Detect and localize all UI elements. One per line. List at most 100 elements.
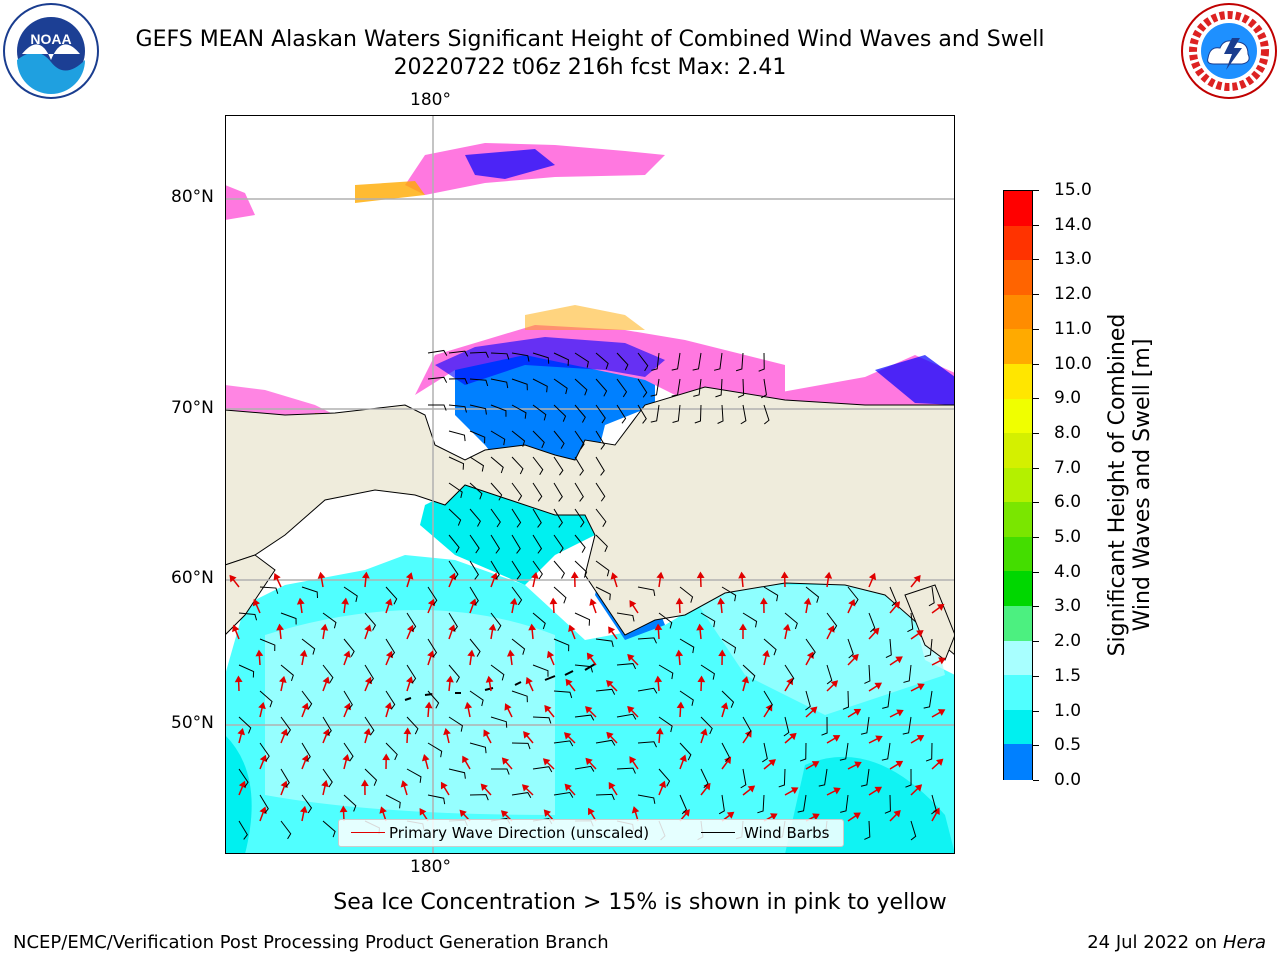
lat-label-80: 80°N — [171, 187, 214, 207]
wave-direction-arrowhead — [485, 675, 494, 683]
wind-barb — [595, 482, 606, 502]
wind-barb — [238, 612, 258, 621]
wave-direction-arrowhead — [697, 675, 706, 683]
wave-direction-arrowhead — [405, 676, 414, 684]
wave-direction-arrowhead — [341, 597, 349, 605]
wind-barb — [406, 664, 417, 684]
wave-direction-arrowhead — [419, 808, 427, 816]
wave-direction-arrowhead — [720, 702, 729, 710]
wind-barb — [364, 768, 378, 786]
colorbar-segment — [1004, 191, 1032, 227]
wind-barb — [905, 768, 912, 788]
wind-barb — [343, 586, 358, 602]
wave-direction-arrowhead — [321, 779, 329, 788]
wave-direction-arrowhead — [717, 597, 725, 605]
wind-barb — [553, 791, 574, 798]
wave-direction-arrowhead — [585, 706, 593, 714]
wind-barb — [532, 352, 550, 364]
colorbar-tick-mark — [1033, 641, 1039, 643]
wind-barb — [448, 664, 460, 683]
wave-direction-arrowhead — [229, 574, 237, 583]
wind-barb — [448, 456, 465, 470]
wave-direction-arrowhead — [854, 761, 862, 769]
wave-direction-arrowhead — [403, 727, 412, 735]
wind-barb — [427, 690, 440, 709]
wind-barb — [595, 688, 616, 695]
wind-barb — [839, 742, 849, 761]
footer-host: Hera — [1222, 932, 1266, 953]
wind-barb — [574, 404, 586, 423]
wave-direction-arrowhead — [824, 571, 833, 579]
wind-barb — [864, 820, 871, 840]
wave-direction-arrowhead — [741, 676, 750, 684]
wave-direction-arrowhead — [738, 571, 746, 579]
wind-barb — [595, 508, 607, 528]
wave-direction-arrowhead — [608, 781, 616, 790]
wind-barb — [553, 404, 567, 422]
colorbar-title: Significant Height of Combined Wind Wave… — [1105, 295, 1155, 675]
wind-barb — [511, 404, 527, 419]
wave-direction-arrowhead — [932, 807, 940, 816]
wind-barb — [553, 586, 567, 604]
wind-barb — [553, 482, 563, 502]
wave-direction-arrowhead — [509, 597, 518, 605]
wind-barb — [574, 612, 591, 626]
wave-direction-arrowhead — [811, 761, 820, 768]
wind-barb — [742, 612, 758, 628]
colorbar-tick-mark — [1033, 571, 1039, 573]
wave-direction-arrowhead — [448, 624, 456, 632]
colorbar-segment — [1004, 606, 1032, 642]
wave-direction-arrowhead — [916, 630, 924, 638]
wave-direction-arrowhead — [500, 810, 509, 818]
colorbar-tick-label: 0.0 — [1054, 770, 1082, 790]
wind-barb — [490, 378, 509, 389]
wind-barb — [238, 664, 255, 678]
wind-barb — [637, 378, 648, 398]
colorbar-tick-mark — [1033, 537, 1039, 539]
wind-barb — [762, 742, 768, 763]
wind-barb — [448, 378, 468, 385]
wave-direction-arrowhead — [913, 574, 921, 583]
wave-direction-arrowhead — [747, 785, 756, 793]
wind-barb — [469, 534, 480, 554]
wind-barb — [637, 352, 649, 372]
wind-barb — [448, 534, 460, 553]
wave-direction-arrowhead — [542, 758, 551, 766]
wave-direction-arrowhead — [851, 653, 859, 662]
map-panel — [225, 115, 955, 854]
colorbar-segment — [1004, 640, 1032, 677]
wave-direction-arrowhead — [675, 597, 684, 605]
wind-barb — [574, 560, 588, 578]
chart-title: GEFS MEAN Alaskan Waters Significant Hei… — [0, 26, 1180, 82]
wind-barb — [902, 716, 912, 735]
wind-barb — [469, 508, 481, 527]
wave-direction-arrowhead — [384, 702, 393, 710]
wave-direction-arrowhead — [916, 735, 925, 742]
wave-direction-arrowhead — [586, 652, 594, 661]
wave-direction-arrowhead — [658, 780, 667, 789]
wind-barb — [511, 378, 528, 391]
wind-barb — [700, 716, 713, 735]
wave-direction-arrowhead — [833, 787, 841, 795]
wind-barb — [469, 586, 479, 606]
wave-direction-arrowhead — [259, 806, 267, 814]
wind-barb — [616, 404, 627, 424]
wind-barb — [490, 534, 501, 554]
colorbar-segment — [1004, 467, 1032, 504]
wave-direction-arrowhead — [631, 806, 640, 814]
wind-barb — [637, 404, 647, 424]
wind-barb — [427, 586, 438, 606]
wave-direction-arrowhead — [320, 623, 329, 631]
wave-direction-arrowhead — [273, 573, 281, 581]
wave-direction-arrowhead — [565, 678, 573, 687]
wind-barb — [238, 820, 248, 840]
wind-barb — [448, 612, 458, 632]
wind-barb — [448, 768, 466, 779]
colorbar-tick-mark — [1033, 224, 1039, 226]
wind-barb — [490, 352, 510, 360]
wind-barb — [903, 664, 912, 683]
wind-barb — [364, 716, 375, 736]
wave-direction-arrowhead — [656, 571, 665, 579]
colorbar-tick-mark — [1033, 745, 1039, 747]
wind-barb — [574, 714, 595, 721]
